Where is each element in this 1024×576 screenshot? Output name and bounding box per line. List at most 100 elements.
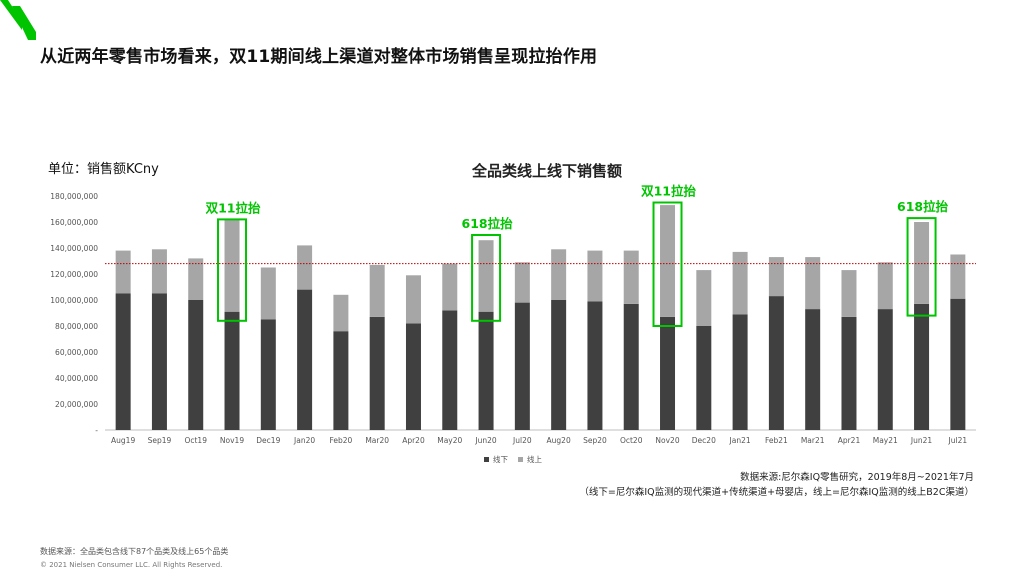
annotation-label: 双11拉抬 [640,184,696,199]
unit-label: 单位：销售额KCny [48,162,159,177]
bar-online-Nov20 [660,205,676,317]
bar-offline-Oct19 [188,300,204,430]
bar-online-Sep20 [587,250,603,302]
bar-offline-May21 [877,309,893,430]
bar-offline-Jun20 [478,311,494,430]
x-tick-label: May20 [437,436,462,445]
legend-label-online: 线上 [527,454,542,464]
bar-online-Jun20 [478,240,494,312]
highlight-box-Jun20 [471,234,502,322]
bar-offline-Apr20 [405,323,421,430]
bar-online-Dec19 [260,267,276,320]
y-tick-label: 80,000,000 [55,322,98,331]
x-tick-label: Apr20 [402,436,425,445]
annotation-label: 618拉抬 [897,199,949,214]
bar-offline-Apr21 [841,316,857,430]
bar-online-Oct19 [188,258,204,300]
channel-definition-note: （线下=尼尔森IQ监测的现代渠道+传统渠道+母婴店，线上=尼尔森IQ监测的线上B… [579,487,974,498]
bar-online-Aug20 [551,249,567,300]
x-tick-label: Jun21 [910,436,932,445]
bar-offline-Feb21 [768,296,784,430]
x-tick-label: Feb21 [765,436,788,445]
bar-offline-Aug20 [551,300,567,430]
source-note: 数据来源:尼尔森IQ零售研究，2019年8月~2021年7月 [740,472,974,483]
x-tick-label: Mar20 [365,436,389,445]
bar-offline-Sep19 [151,293,167,430]
x-tick-label: Apr21 [838,436,861,445]
chart-title: 全品类线上线下销售额 [471,162,622,180]
x-tick-label: Dec19 [256,436,280,445]
x-tick-label: Aug19 [111,436,135,445]
x-tick-label: Oct20 [620,436,643,445]
x-tick-label: Nov19 [220,436,244,445]
highlight-box-Nov19 [217,218,248,322]
bar-online-Jan21 [732,251,748,315]
highlight-box-Jun21 [906,217,937,317]
y-tick-label: - [95,426,98,435]
x-tick-label: May21 [873,436,898,445]
y-tick-label: 120,000,000 [50,270,98,279]
x-tick-label: Oct19 [184,436,207,445]
bar-online-Nov19 [224,219,240,312]
brand-logo [0,0,36,40]
x-tick-label: Jan20 [293,436,315,445]
bar-offline-Mar20 [369,316,385,430]
y-tick-label: 40,000,000 [55,374,98,383]
bar-online-Oct20 [623,250,639,304]
bar-online-Aug19 [115,250,131,294]
x-tick-label: Jul20 [512,436,532,445]
bar-offline-Nov19 [224,311,240,430]
bar-online-May20 [442,263,458,311]
bar-online-Dec20 [696,270,712,326]
x-tick-label: Sep20 [583,436,607,445]
bar-offline-Dec20 [696,326,712,430]
highlight-box-Nov20 [652,201,683,327]
copyright: © 2021 Nielsen Consumer LLC. All Rights … [40,561,223,569]
bar-offline-Aug19 [115,293,131,430]
y-tick-label: 20,000,000 [55,400,98,409]
bar-offline-Jul21 [950,298,966,430]
y-tick-label: 180,000,000 [50,192,98,201]
bar-offline-May20 [442,310,458,430]
bar-online-Jul21 [950,254,966,299]
bar-offline-Dec19 [260,319,276,430]
x-tick-label: Nov20 [655,436,679,445]
annotation-label: 618拉抬 [462,216,514,231]
bar-offline-Jan20 [297,289,313,430]
y-tick-label: 60,000,000 [55,348,98,357]
footnote: 数据来源：全品类包含线下87个品类及线上65个品类 [40,547,229,556]
bar-online-Sep19 [151,249,167,294]
bar-offline-Sep20 [587,301,603,430]
bar-offline-Jun21 [914,303,930,430]
bar-online-May21 [877,262,893,310]
bar-offline-Nov20 [660,316,676,430]
legend-label-offline: 线下 [493,454,508,464]
x-tick-label: Dec20 [692,436,716,445]
x-tick-label: Jan21 [729,436,751,445]
x-tick-label: Aug20 [547,436,571,445]
x-tick-label: Mar21 [801,436,825,445]
bar-offline-Oct20 [623,303,639,430]
x-tick-label: Jun20 [474,436,496,445]
bar-online-Jul20 [514,262,530,303]
bar-online-Mar21 [805,257,821,310]
bar-online-Mar20 [369,264,385,317]
y-tick-label: 140,000,000 [50,244,98,253]
bar-online-Apr21 [841,270,857,317]
bar-online-Feb20 [333,294,349,332]
legend-swatch-offline [484,457,489,462]
x-tick-label: Feb20 [329,436,352,445]
bar-offline-Mar21 [805,309,821,430]
y-tick-label: 160,000,000 [50,218,98,227]
bar-offline-Jan21 [732,314,748,430]
x-tick-label: Jul21 [948,436,968,445]
bar-online-Jun21 [914,222,930,304]
y-tick-label: 100,000,000 [50,296,98,305]
bar-offline-Feb20 [333,331,349,430]
annotation-label: 双11拉抬 [205,200,261,215]
bar-online-Feb21 [768,257,784,297]
page-headline: 从近两年零售市场看来，双11期间线上渠道对整体市场销售呈现拉抬作用 [40,47,598,67]
bar-offline-Jul20 [514,302,530,430]
bar-online-Apr20 [405,275,421,324]
